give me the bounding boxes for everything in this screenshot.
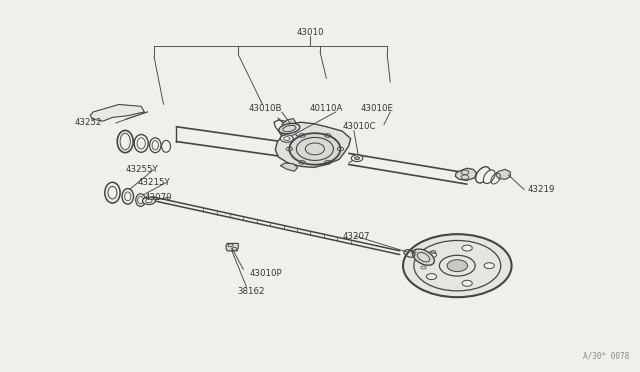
Text: 40110A: 40110A	[310, 104, 343, 113]
Text: 43010B: 43010B	[249, 104, 282, 113]
Text: 38162: 38162	[237, 287, 264, 296]
Ellipse shape	[122, 189, 134, 204]
Circle shape	[462, 280, 472, 286]
Circle shape	[484, 263, 494, 269]
Text: 43070: 43070	[145, 193, 172, 202]
Circle shape	[447, 260, 467, 272]
Text: A/30* 0078: A/30* 0078	[584, 352, 630, 361]
Circle shape	[351, 155, 363, 161]
Text: 43207: 43207	[342, 231, 370, 241]
Text: 43010E: 43010E	[361, 104, 394, 113]
Polygon shape	[275, 122, 351, 167]
Polygon shape	[456, 168, 476, 180]
Text: 43255Y: 43255Y	[125, 165, 158, 174]
Polygon shape	[90, 105, 145, 121]
Circle shape	[462, 245, 472, 251]
Circle shape	[403, 234, 511, 297]
Ellipse shape	[289, 133, 340, 165]
Polygon shape	[226, 243, 238, 251]
Text: 43010: 43010	[297, 28, 324, 37]
Polygon shape	[282, 119, 296, 128]
Ellipse shape	[105, 182, 120, 203]
Text: 43010C: 43010C	[342, 122, 376, 131]
Ellipse shape	[483, 170, 495, 183]
Ellipse shape	[413, 249, 435, 265]
Text: 43215Y: 43215Y	[138, 178, 171, 187]
Ellipse shape	[476, 167, 490, 183]
Circle shape	[426, 274, 436, 279]
Polygon shape	[496, 169, 510, 179]
Ellipse shape	[136, 194, 145, 206]
Circle shape	[426, 252, 436, 258]
Circle shape	[143, 197, 156, 205]
Circle shape	[280, 135, 293, 142]
Ellipse shape	[150, 138, 161, 153]
Ellipse shape	[279, 124, 300, 134]
Text: 43010P: 43010P	[250, 269, 282, 278]
Circle shape	[355, 157, 360, 160]
Ellipse shape	[134, 135, 148, 152]
Polygon shape	[280, 163, 298, 171]
Text: 43219: 43219	[527, 185, 555, 194]
Ellipse shape	[117, 131, 133, 153]
Text: 43252: 43252	[74, 119, 102, 128]
Ellipse shape	[162, 140, 171, 152]
